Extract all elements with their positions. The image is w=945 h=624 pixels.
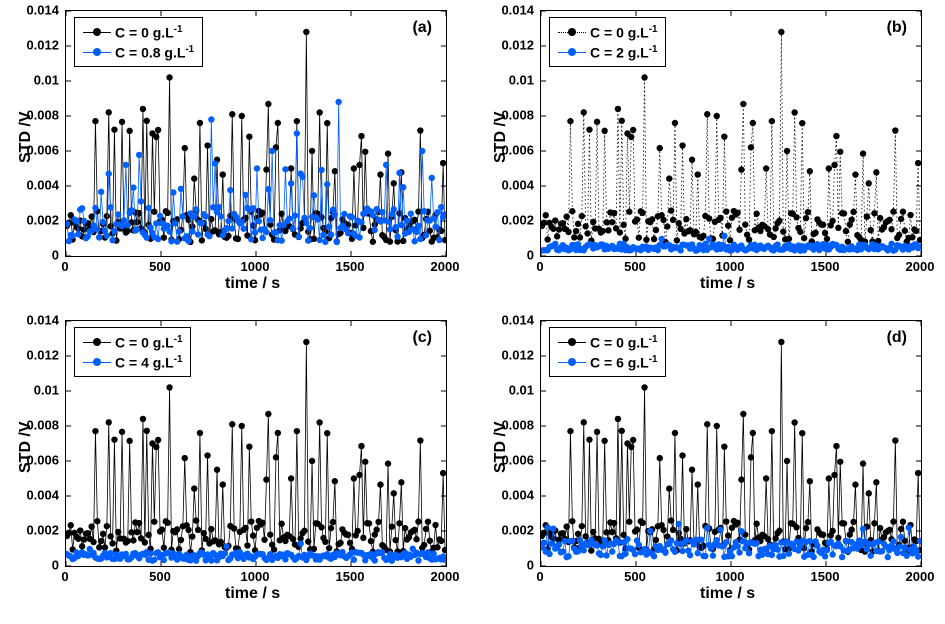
ylabel: STD /V	[17, 111, 35, 163]
panel-a: (a)C = 0 g.L-1C = 0.8 g.L-10500100015002…	[65, 10, 445, 255]
panel-tag: (d)	[887, 329, 907, 347]
ytick-label: 0.014	[9, 3, 59, 18]
ylabel: STD /V	[492, 111, 510, 163]
series-markers	[541, 233, 921, 254]
ytick-label: 0.012	[484, 38, 534, 53]
xtick-label: 0	[61, 259, 68, 274]
xtick-label: 1500	[336, 259, 365, 274]
legend-marker-icon	[558, 355, 586, 369]
ytick-label: 0	[9, 248, 59, 263]
legend-entry: C = 6 g.L-1	[558, 352, 657, 372]
xtick-label: 2000	[431, 569, 460, 584]
xtick-label: 1000	[716, 259, 745, 274]
xtick-label: 2000	[906, 259, 935, 274]
ytick-label: 0.01	[9, 383, 59, 398]
ytick-label: 0.01	[484, 73, 534, 88]
legend-entry: C = 4 g.L-1	[83, 352, 182, 372]
ytick-label: 0.012	[484, 348, 534, 363]
ytick-label: 0.004	[484, 488, 534, 503]
xtick-label: 0	[61, 569, 68, 584]
legend-label: C = 0 g.L-1	[590, 24, 657, 41]
ytick-label: 0.002	[9, 523, 59, 538]
xtick-label: 2000	[906, 569, 935, 584]
ytick-label: 0.002	[484, 523, 534, 538]
xtick-label: 1000	[241, 259, 270, 274]
legend: C = 0 g.L-1 C = 0.8 g.L-1	[74, 17, 203, 67]
legend-entry: C = 0 g.L-1	[558, 22, 657, 42]
ytick-label: 0	[484, 558, 534, 573]
xlabel: time / s	[225, 275, 280, 293]
xtick-label: 1000	[241, 569, 270, 584]
legend-marker-icon	[558, 45, 586, 59]
panel-b: (b)C = 0 g.L-1C = 2 g.L-1050010001500200…	[540, 10, 920, 255]
ytick-label: 0	[9, 558, 59, 573]
ytick-label: 0.012	[9, 348, 59, 363]
legend-marker-icon	[558, 335, 586, 349]
legend-entry: C = 0 g.L-1	[558, 332, 657, 352]
ytick-label: 0.014	[484, 313, 534, 328]
ytick-label: 0.012	[9, 38, 59, 53]
ytick-label: 0.004	[9, 178, 59, 193]
xtick-label: 2000	[431, 259, 460, 274]
panel-d: (d)C = 0 g.L-1C = 6 g.L-1050010001500200…	[540, 320, 920, 565]
legend-label: C = 0 g.L-1	[115, 24, 182, 41]
ytick-label: 0.01	[9, 73, 59, 88]
panel-tag: (b)	[887, 19, 907, 37]
legend-label: C = 2 g.L-1	[590, 44, 657, 61]
xtick-label: 500	[149, 259, 171, 274]
xlabel: time / s	[700, 275, 755, 293]
ytick-label: 0.002	[9, 213, 59, 228]
legend-marker-icon	[83, 45, 111, 59]
xtick-label: 1500	[811, 259, 840, 274]
legend-marker-icon	[558, 25, 586, 39]
xtick-label: 500	[149, 569, 171, 584]
ytick-label: 0.01	[484, 383, 534, 398]
ytick-label: 0.004	[484, 178, 534, 193]
xtick-label: 1000	[716, 569, 745, 584]
ylabel: STD /V	[17, 421, 35, 473]
legend: C = 0 g.L-1 C = 2 g.L-1	[549, 17, 666, 67]
legend-label: C = 0.8 g.L-1	[115, 44, 194, 61]
plot-area: (a) C = 0 g.L-1 C = 0.8 g.L-1	[65, 10, 447, 257]
panel-tag: (a)	[412, 19, 432, 37]
ytick-label: 0.004	[9, 488, 59, 503]
xtick-label: 500	[624, 569, 646, 584]
xlabel: time / s	[225, 585, 280, 603]
ytick-label: 0.014	[484, 3, 534, 18]
plot-area: (d) C = 0 g.L-1 C = 6 g.L-1	[540, 320, 922, 567]
legend-label: C = 0 g.L-1	[590, 334, 657, 351]
ytick-label: 0.002	[484, 213, 534, 228]
plot-area: (b) C = 0 g.L-1 C = 2 g.L-1	[540, 10, 922, 257]
legend-entry: C = 0 g.L-1	[83, 22, 194, 42]
ytick-label: 0	[484, 248, 534, 263]
panel-tag: (c)	[412, 329, 432, 347]
figure-root: (a) C = 0 g.L-1 C = 0.8 g.L-1 0 500 1000 1500 2…	[0, 0, 945, 624]
legend-label: C = 0 g.L-1	[115, 334, 182, 351]
xtick-label: 0	[536, 569, 543, 584]
plot-area: (c) C = 0 g.L-1 C = 4 g.L-1	[65, 320, 447, 567]
xtick-label: 1500	[811, 569, 840, 584]
legend: C = 0 g.L-1 C = 4 g.L-1	[74, 327, 191, 377]
legend-marker-icon	[83, 355, 111, 369]
ylabel: STD /V	[492, 421, 510, 473]
xtick-label: 500	[624, 259, 646, 274]
xlabel: time / s	[700, 585, 755, 603]
legend-label: C = 4 g.L-1	[115, 354, 182, 371]
panel-c: (c)C = 0 g.L-1C = 4 g.L-1050010001500200…	[65, 320, 445, 565]
legend-marker-icon	[83, 335, 111, 349]
legend: C = 0 g.L-1 C = 6 g.L-1	[549, 327, 666, 377]
legend-marker-icon	[83, 25, 111, 39]
xtick-label: 0	[536, 259, 543, 274]
ytick-label: 0.014	[9, 313, 59, 328]
legend-entry: C = 2 g.L-1	[558, 42, 657, 62]
legend-entry: C = 0 g.L-1	[83, 332, 182, 352]
legend-label: C = 6 g.L-1	[590, 354, 657, 371]
xtick-label: 1500	[336, 569, 365, 584]
legend-entry: C = 0.8 g.L-1	[83, 42, 194, 62]
